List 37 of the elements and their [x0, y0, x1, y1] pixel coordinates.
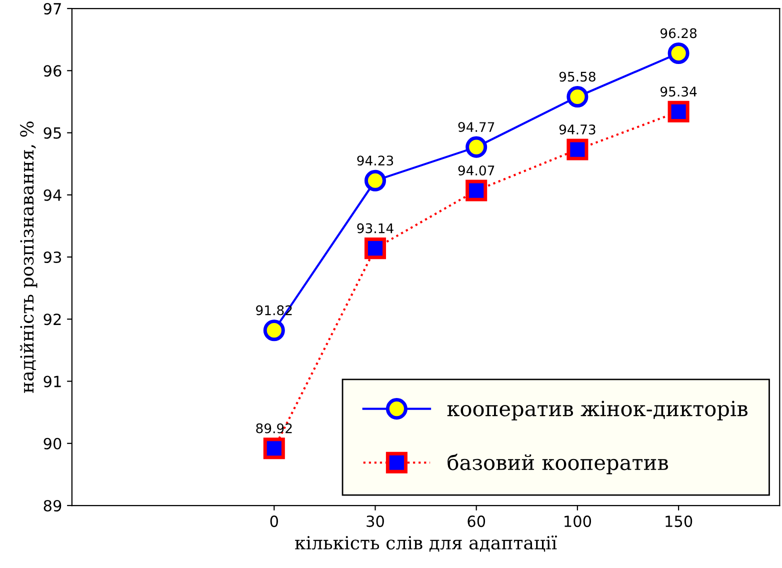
point	[364, 170, 386, 192]
data-label: 93.14	[357, 223, 394, 234]
y-tick-label: 94	[44, 189, 62, 201]
x-axis-title: кількість слів для адаптації	[295, 535, 557, 552]
point	[263, 438, 285, 460]
y-axis-title: надійність розпізнавання, %	[20, 122, 38, 393]
point	[364, 238, 386, 260]
point	[566, 86, 588, 108]
x-tick-label: 150	[666, 516, 692, 528]
data-label: 95.34	[660, 86, 697, 97]
y-tick-label: 97	[44, 2, 61, 15]
y-tick-label: 93	[44, 251, 61, 264]
y-tick-label: 95	[44, 127, 61, 139]
point	[466, 180, 488, 202]
point	[668, 42, 690, 64]
point	[263, 320, 285, 342]
point	[566, 138, 588, 160]
x-tick-label: 30	[366, 516, 384, 528]
y-tick-label: 90	[44, 438, 62, 450]
legend-label: кооператив жінок-дикторів	[447, 400, 748, 420]
data-label: 94.07	[458, 166, 494, 176]
point	[466, 136, 488, 158]
x-tick-label: 0	[270, 516, 278, 528]
data-label: 96.28	[660, 28, 697, 38]
y-tick-label: 96	[44, 65, 62, 77]
y-tick-label: 91	[44, 376, 61, 388]
data-label: 94.73	[559, 124, 596, 134]
data-label: 94.23	[357, 156, 394, 166]
x-tick-label: 60	[468, 516, 486, 528]
point	[668, 100, 690, 122]
y-tick-label: 89	[44, 500, 62, 512]
legend-label: базовий кооператив	[448, 454, 668, 474]
data-label: 95.58	[559, 72, 596, 82]
data-label: 94.77	[458, 122, 494, 132]
x-tick-label: 100	[564, 516, 592, 528]
y-tick-label: 92	[44, 314, 61, 326]
data-label: 89.92	[256, 423, 292, 434]
